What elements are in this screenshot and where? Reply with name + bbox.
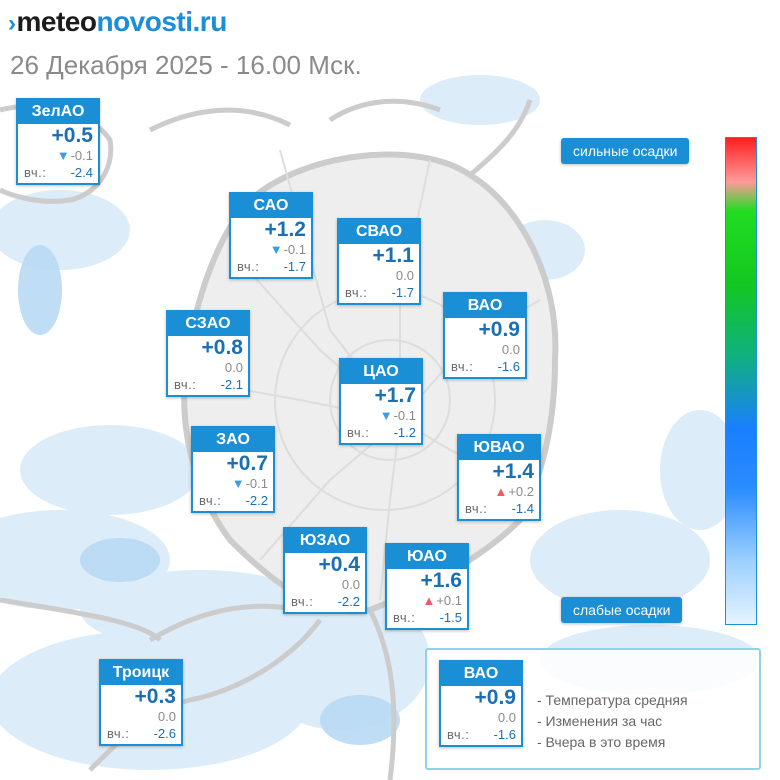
district-card-szao[interactable]: СЗАО +0.8 0.0 вч.: -2.1 — [166, 310, 250, 397]
district-card-yuao[interactable]: ЮАО +1.6 ▲+0.1 вч.: -1.5 — [385, 543, 469, 630]
district-temp: +0.7 — [226, 452, 268, 475]
precipitation-scale-bar — [725, 137, 757, 625]
district-change: 0.0 — [395, 268, 414, 283]
forecast-datetime: 26 Декабря 2025 - 16.00 Мск. — [10, 50, 362, 80]
district-change: ▼-0.1 — [56, 148, 93, 163]
district-name: ЮВАО — [459, 436, 539, 460]
district-change: ▼-0.1 — [231, 476, 268, 491]
district-yesterday: вч.: -1.4 — [465, 501, 534, 516]
legend-panel: ВАО +0.9 0.0 вч.: -1.6 - Температура сред… — [425, 648, 761, 770]
district-temp: +0.5 — [51, 124, 93, 147]
district-card-zao[interactable]: ЗАО +0.7 ▼-0.1 вч.: -2.2 — [191, 426, 275, 513]
district-temp: +1.4 — [492, 460, 534, 483]
district-yesterday: вч.: -2.4 — [24, 165, 93, 180]
logo-mark-icon: › — [8, 10, 16, 37]
legend-example-card: ВАО +0.9 0.0 вч.: -1.6 — [439, 660, 523, 747]
district-change: ▲+0.1 — [422, 593, 462, 608]
legend-item-avg-temp: - Температура средняя — [537, 692, 688, 708]
logo-text-meteo: meteo — [16, 6, 97, 37]
district-card-zelao[interactable]: ЗелАО +0.5 ▼-0.1 вч.: -2.4 — [16, 98, 100, 185]
district-card-troitsk[interactable]: Троицк +0.3 0.0 вч.: -2.6 — [99, 659, 183, 746]
district-change: ▲+0.2 — [494, 484, 534, 499]
district-yesterday: вч.: -1.7 — [237, 259, 306, 274]
district-yesterday: вч.: -2.2 — [199, 493, 268, 508]
legend-example-temp: +0.9 — [474, 686, 516, 709]
district-yesterday: вч.: -1.7 — [345, 285, 414, 300]
district-change: ▼-0.1 — [379, 408, 416, 423]
district-yesterday: вч.: -1.6 — [451, 359, 520, 374]
district-yesterday: вч.: -2.6 — [107, 726, 176, 741]
northern-outline — [148, 98, 533, 177]
legend-item-yesterday: - Вчера в это время — [537, 734, 666, 750]
legend-item-hourly-change: - Изменения за час — [537, 713, 663, 729]
trend-down-icon: ▼ — [269, 242, 283, 257]
district-card-sao[interactable]: САО +1.2 ▼-0.1 вч.: -1.7 — [229, 192, 313, 279]
district-name: ЮАО — [387, 545, 467, 569]
district-change: 0.0 — [501, 342, 520, 357]
district-yesterday: вч.: -1.2 — [347, 425, 416, 440]
district-yesterday: вч.: -2.2 — [291, 594, 360, 609]
district-card-vao[interactable]: ВАО +0.9 0.0 вч.: -1.6 — [443, 292, 527, 379]
district-name: ЗАО — [193, 428, 273, 452]
district-card-svao[interactable]: СВАО +1.1 0.0 вч.: -1.7 — [337, 218, 421, 305]
district-name: ЮЗАО — [285, 529, 365, 553]
trend-up-icon: ▲ — [494, 484, 508, 499]
legend-example-yesterday: вч.: -1.6 — [447, 727, 516, 742]
district-card-yuvao[interactable]: ЮВАО +1.4 ▲+0.2 вч.: -1.4 — [457, 434, 541, 521]
scale-label-heavy: сильные осадки — [561, 138, 690, 164]
district-temp: +0.3 — [134, 685, 176, 708]
trend-down-icon: ▼ — [231, 476, 245, 491]
district-temp: +1.6 — [420, 569, 462, 592]
legend-items: - Температура средняя - Изменения за час… — [537, 690, 688, 753]
district-change: 0.0 — [157, 709, 176, 724]
site-logo[interactable]: ›meteonovosti.ru — [8, 6, 227, 38]
legend-example-change: 0.0 — [497, 710, 516, 725]
district-name: ЗелАО — [18, 100, 98, 124]
district-yesterday: вч.: -1.5 — [393, 610, 462, 625]
district-card-yuzao[interactable]: ЮЗАО +0.4 0.0 вч.: -2.2 — [283, 527, 367, 614]
district-temp: +0.9 — [478, 318, 520, 341]
district-temp: +1.2 — [264, 218, 306, 241]
trend-down-icon: ▼ — [379, 408, 393, 423]
new-moscow-outline — [0, 597, 397, 780]
district-temp: +1.1 — [372, 244, 414, 267]
district-name: СЗАО — [168, 312, 248, 336]
district-change: 0.0 — [341, 577, 360, 592]
district-temp: +0.4 — [318, 553, 360, 576]
trend-up-icon: ▲ — [422, 593, 436, 608]
district-temp: +1.7 — [374, 384, 416, 407]
district-temp: +0.8 — [201, 336, 243, 359]
district-name: СВАО — [339, 220, 419, 244]
district-name: САО — [231, 194, 311, 218]
district-name: Троицк — [101, 661, 181, 685]
district-yesterday: вч.: -2.1 — [174, 377, 243, 392]
district-card-cao[interactable]: ЦАО +1.7 ▼-0.1 вч.: -1.2 — [339, 358, 423, 445]
precipitation-heavy — [18, 245, 400, 745]
trend-down-icon: ▼ — [56, 148, 70, 163]
legend-example-name: ВАО — [441, 662, 521, 686]
scale-label-light: слабые осадки — [561, 597, 683, 623]
district-change: ▼-0.1 — [269, 242, 306, 257]
logo-text-novosti: novosti.ru — [96, 6, 227, 37]
district-change: 0.0 — [224, 360, 243, 375]
district-name: ВАО — [445, 294, 525, 318]
district-name: ЦАО — [341, 360, 421, 384]
